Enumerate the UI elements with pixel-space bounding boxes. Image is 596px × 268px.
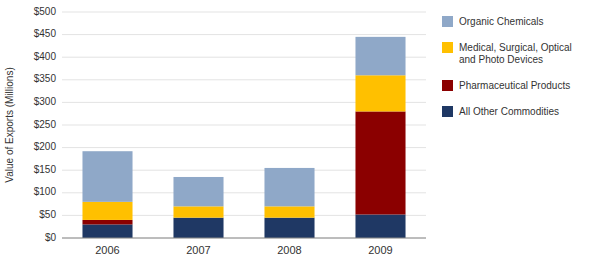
bar-segment: [264, 168, 314, 206]
legend-label: All Other Commodities: [459, 106, 559, 117]
bar-segment: [82, 220, 132, 225]
grid-line: [62, 12, 426, 13]
chart-svg: $0 $50 $100 $150 $200 $250 $300 $350 $400 $450 $50…: [0, 0, 596, 268]
y-axis-label: Value of Exports (Millions): [4, 67, 15, 182]
chart-container: $0 $50 $100 $150 $200 $250 $300 $350 $400 $450 $50…: [0, 0, 596, 268]
legend-swatch: [442, 16, 453, 27]
bar-series: [82, 111, 405, 224]
bar-segment: [355, 37, 405, 75]
y-grid: [62, 12, 426, 238]
bar-segment: [173, 177, 223, 206]
bar-segment: [264, 206, 314, 217]
bar-segment: [173, 206, 223, 217]
grid-line: [62, 34, 426, 35]
bar-segment: [355, 111, 405, 214]
y-tick-label: $100: [34, 186, 57, 197]
legend-swatch: [442, 80, 453, 91]
legend-swatch: [442, 42, 453, 53]
y-tick-label: $300: [34, 96, 57, 107]
bar-segment: [264, 218, 314, 238]
y-tick-label: $450: [34, 28, 57, 39]
legend-label-line: Pharmaceutical Products: [459, 80, 570, 91]
bar-segment: [82, 202, 132, 220]
x-tick-label: 2006: [95, 244, 119, 256]
legend-swatch: [442, 106, 453, 117]
x-tick-label: 2008: [277, 244, 301, 256]
legend-label-line: Medical, Surgical, Optical: [459, 42, 572, 53]
bar-series: [82, 75, 405, 220]
legend-label-line: and Photo Devices: [459, 54, 543, 65]
legend-label: Pharmaceutical Products: [459, 80, 570, 91]
legend-label: Organic Chemicals: [459, 16, 543, 27]
y-tick-label: $0: [45, 232, 57, 243]
bar-series: [82, 37, 405, 207]
bar-segment: [355, 214, 405, 238]
y-tick-label: $500: [34, 6, 57, 17]
y-tick-label: $350: [34, 73, 57, 84]
y-tick-label: $50: [39, 209, 56, 220]
x-tick-label: 2007: [186, 244, 210, 256]
x-tick-label: 2009: [368, 244, 392, 256]
y-tick-label: $200: [34, 141, 57, 152]
y-tick-labels: $0 $50 $100 $150 $200 $250 $300 $350 $400 $450 $50…: [34, 6, 57, 243]
grid-line: [62, 238, 426, 239]
bar-segment: [82, 224, 132, 238]
bars: [82, 37, 405, 238]
legend: Organic Chemicals Medical, Surgical, Opti…: [442, 16, 572, 117]
bar-segment: [355, 75, 405, 111]
y-tick-label: $150: [34, 164, 57, 175]
y-tick-label: $250: [34, 119, 57, 130]
x-tick-labels: 2006 2007 2008 2009: [95, 244, 392, 256]
bar-segment: [82, 151, 132, 202]
bar-segment: [173, 218, 223, 238]
x-axis-line: [62, 238, 426, 239]
y-tick-label: $400: [34, 51, 57, 62]
legend-label-line: Organic Chemicals: [459, 16, 543, 27]
legend-label: Medical, Surgical, Opticaland Photo Devi…: [459, 42, 572, 65]
legend-label-line: All Other Commodities: [459, 106, 559, 117]
